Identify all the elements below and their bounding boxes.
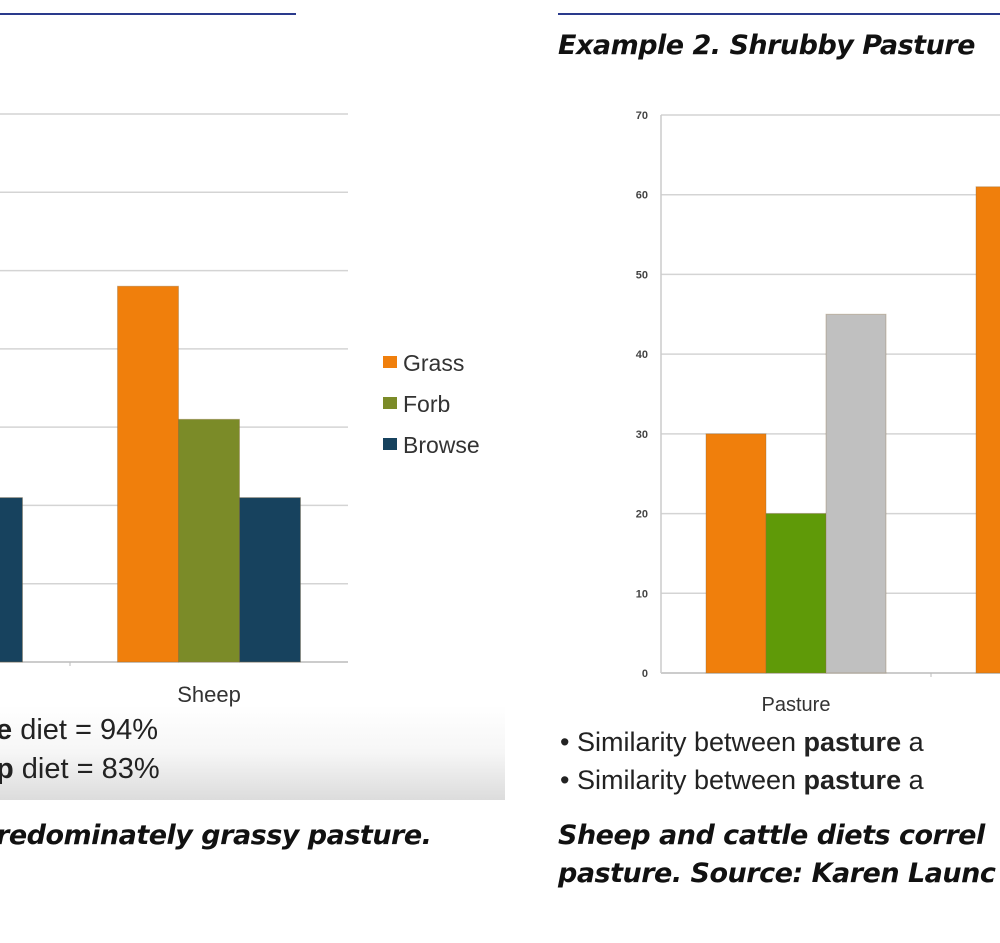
left-stat-cattle: e diet = 94% [0,714,158,747]
right-top-rule [558,13,1000,15]
right-bullet-1: • Similarity between pasture a [560,727,924,758]
chart2-bar-series3 [825,313,887,674]
chart1-x-category-label: Sheep [177,682,241,707]
chart1-legend-swatch [383,397,397,409]
right-caption-line-1: Sheep and cattle diets correl [558,820,985,851]
chart2-y-tick-label: 20 [636,509,648,521]
left-caption: redominately grassy pasture. [0,820,432,851]
chart1-legend-swatch [383,438,397,450]
left-stat-sheep: p diet = 83% [0,753,160,786]
bullet-bold: pasture [803,765,902,795]
stat-bold: e [0,714,13,746]
chart2-y-tick-label: 10 [636,588,648,600]
chart2-x-category-label: Pasture [762,694,831,716]
chart1-legend-label: Grass [403,350,464,376]
chart2-bar-series2 [765,513,827,674]
chart2-bar-series1 [975,186,1000,674]
chart1-bar-grass [117,285,179,663]
bullet-text: • Similarity between [560,727,804,757]
chart1-bar-browse [239,497,301,663]
chart2-y-tick-label: 40 [636,349,648,361]
stat-text: diet = 83% [13,753,160,785]
chart2-y-tick-label: 70 [636,110,648,122]
chart2-bar-series1 [705,433,767,674]
chart1-legend-label: Browse [403,432,480,458]
chart2-y-tick-label: 30 [636,429,648,441]
right-caption-line-2: pasture. Source: Karen Launc [558,858,996,889]
chart2-y-tick-label: 60 [636,190,648,202]
left-top-rule [0,13,296,15]
right-bullet-2: • Similarity between pasture a [560,765,924,796]
chart1-bar-browse [0,497,23,663]
bullet-text: a [901,727,924,757]
chart1-bar-forb [178,418,240,663]
chart1-legend-label: Forb [403,391,450,417]
chart1-legend-swatch [383,356,397,368]
right-heading: Example 2. Shrubby Pasture [558,30,975,61]
chart2-y-tick-label: 0 [642,668,648,680]
stat-bold: p [0,753,14,785]
bullet-bold: pasture [803,727,902,757]
bullet-text: a [901,765,924,795]
left-stats-box [0,705,505,800]
stat-text: diet = 94% [12,714,159,746]
bullet-text: • Similarity between [560,765,804,795]
chart2-y-tick-label: 50 [636,269,648,281]
